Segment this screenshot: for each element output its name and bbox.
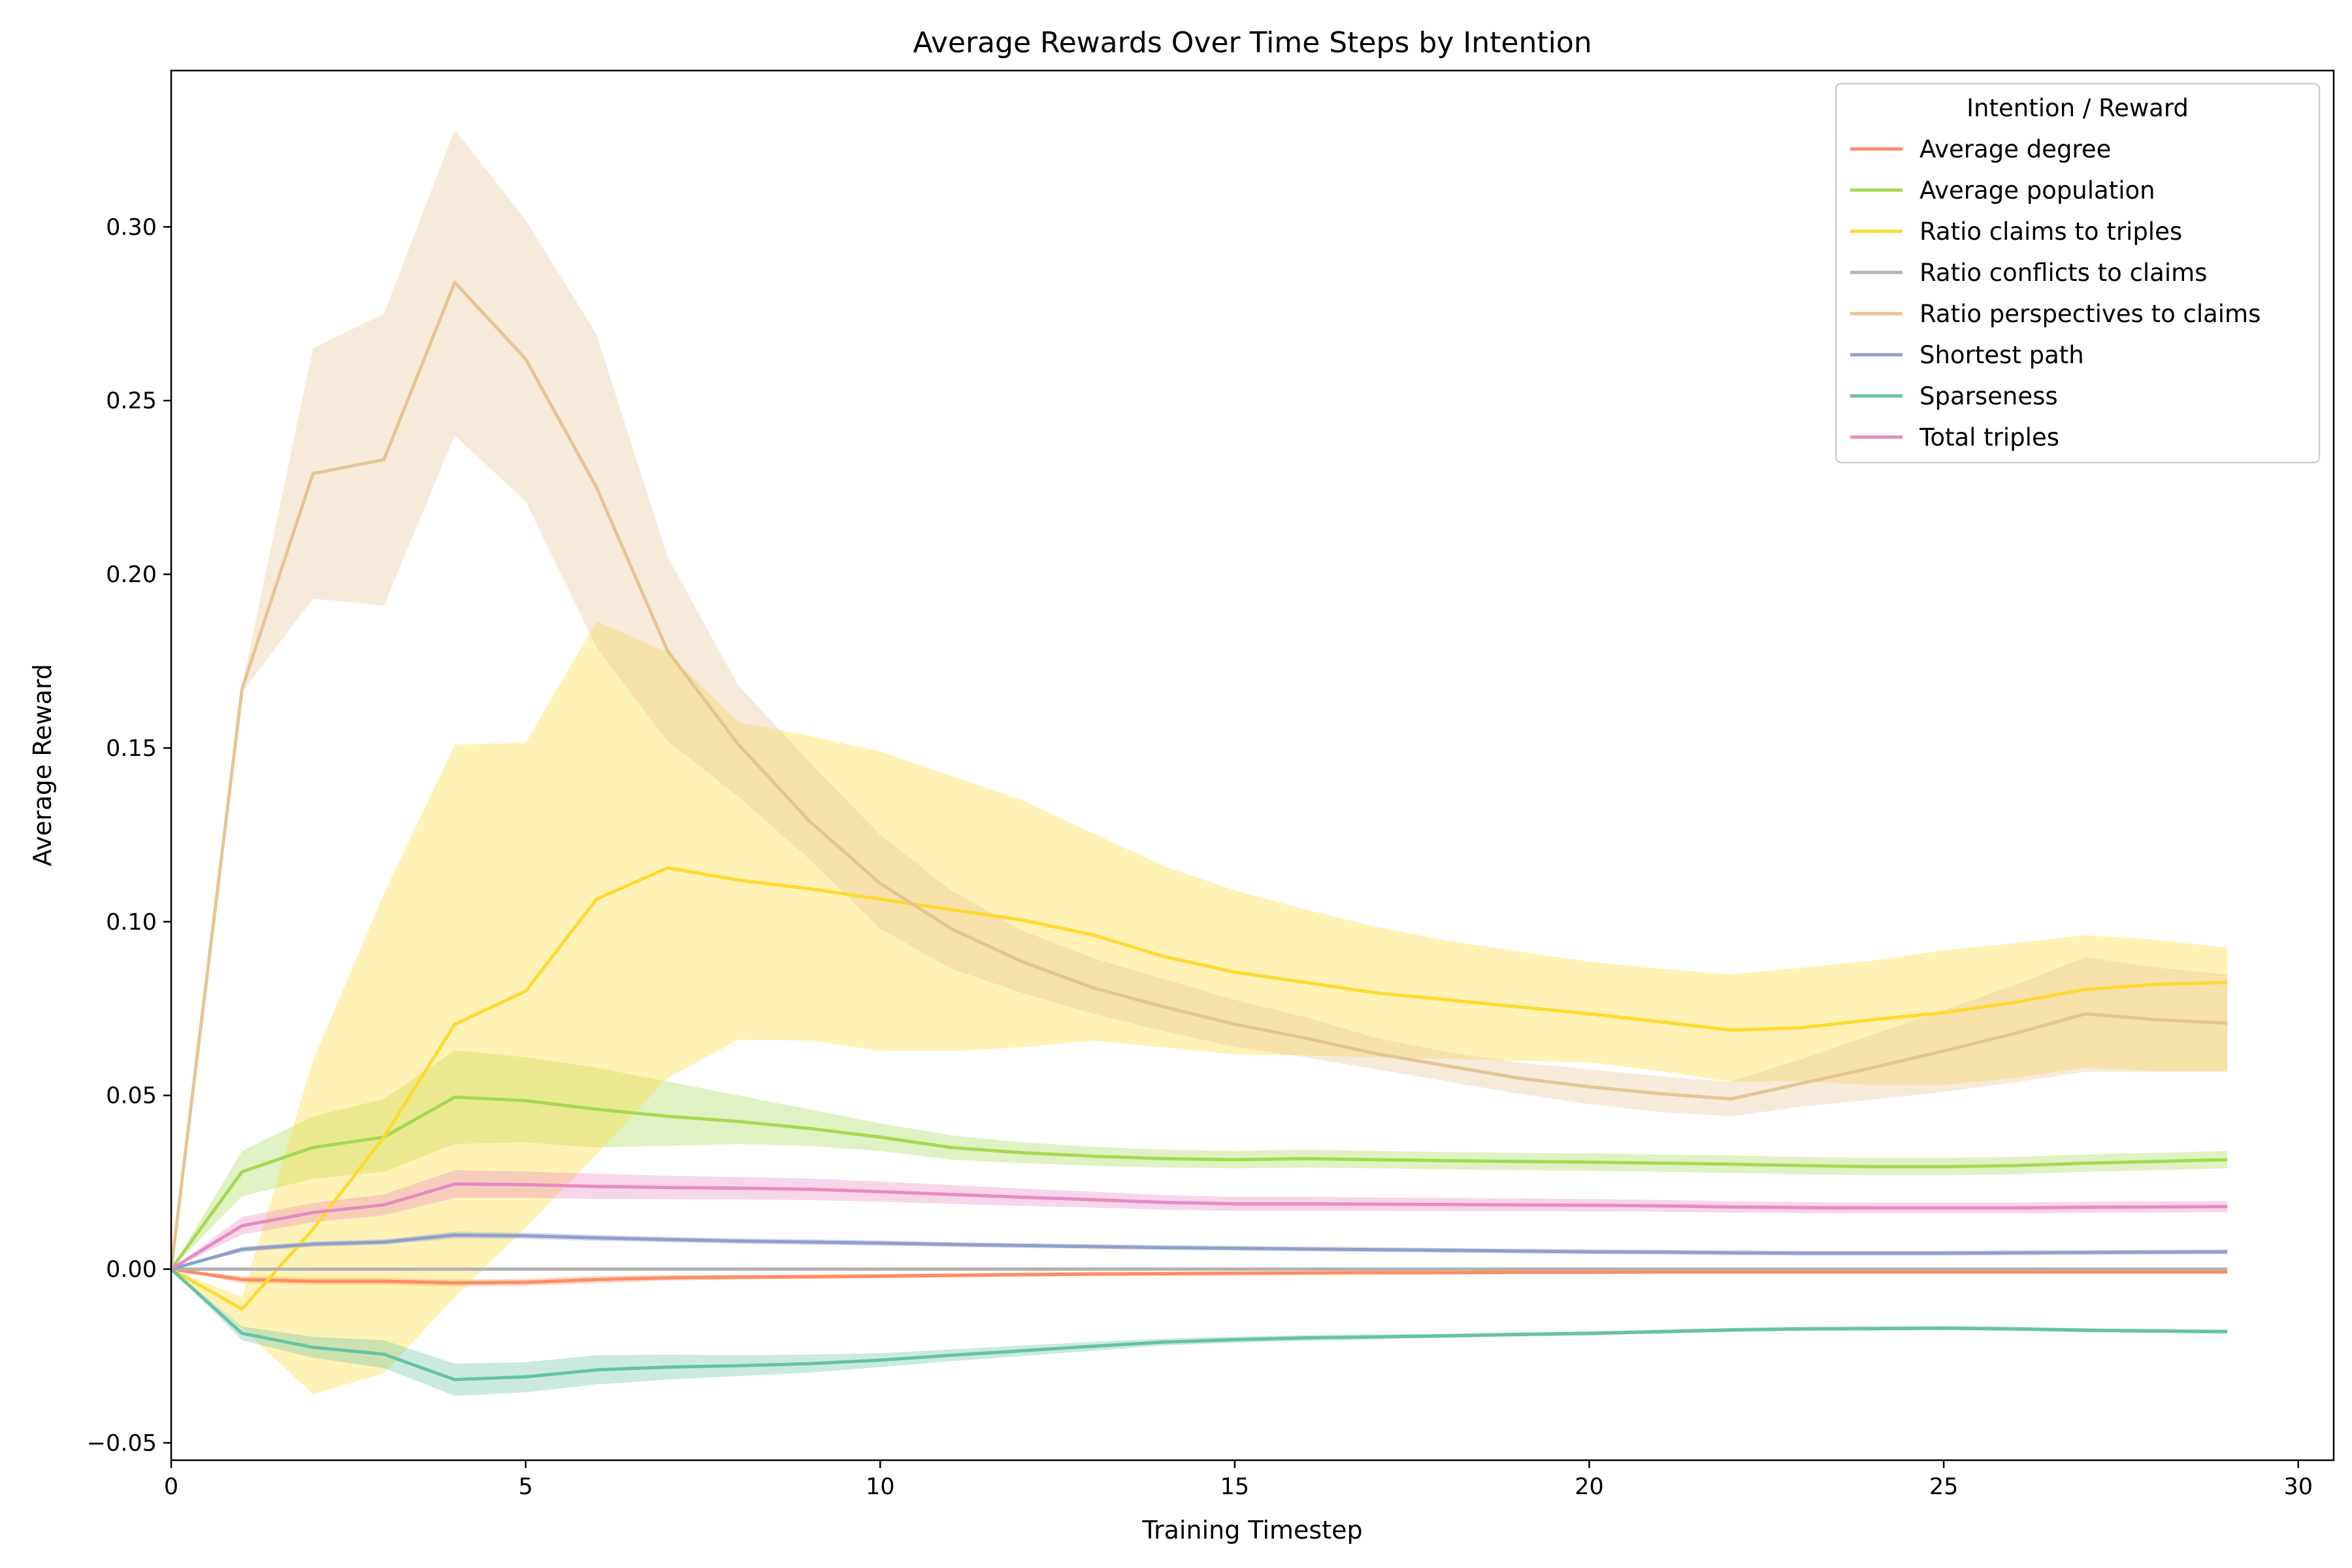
y-tick-label: 0.05: [106, 1083, 157, 1109]
chart-title: Average Rewards Over Time Steps by Inten…: [913, 26, 1592, 59]
x-tick-label: 15: [1220, 1474, 1250, 1500]
x-tick-label: 25: [1929, 1474, 1959, 1500]
legend-label-ratio-perspectives-to-claims: Ratio perspectives to claims: [1919, 300, 2261, 328]
legend: Intention / Reward Average degreeAverage…: [1835, 82, 2321, 464]
y-tick-label: −0.05: [87, 1430, 157, 1456]
legend-label-ratio-claims-to-triples: Ratio claims to triples: [1919, 218, 2182, 246]
series-line-ratio-perspectives-to-claims: [169, 280, 2228, 1269]
x-tick-label: 0: [164, 1474, 178, 1500]
band-ratio-claims-to-triples: [171, 621, 2228, 1394]
legend-items: Average degree Average population Ratio cl…: [1850, 135, 2261, 451]
x-tick-label: 5: [518, 1474, 532, 1500]
y-tick-label: 0.15: [106, 736, 157, 762]
series-line-average-degree: [171, 1267, 2228, 1285]
legend-label-average-population: Average population: [1919, 176, 2155, 204]
x-tick-label: 10: [866, 1474, 895, 1500]
series-line-total-triples: [170, 1182, 2228, 1271]
band-total-triples: [171, 1170, 2228, 1269]
series-line-shortest-path: [171, 1233, 2228, 1271]
y-tick-label: 0.30: [106, 214, 157, 240]
legend-box: [1835, 82, 2321, 464]
y-tick-label: 0.00: [106, 1257, 157, 1283]
series-lines: [169, 280, 2228, 1382]
legend-label-shortest-path: Shortest path: [1919, 341, 2084, 369]
y-axis-label: Average Reward: [28, 664, 57, 866]
plot-frame: [170, 69, 2335, 1462]
y-tick-label: 0.10: [106, 909, 157, 936]
x-tick-label: 30: [2283, 1474, 2313, 1500]
legend-label-total-triples: Total triples: [1919, 423, 2059, 451]
y-axis: −0.05 0.00 0.05 0.10 0.15 0.20 0.25 0.30: [87, 214, 171, 1456]
legend-label-average-degree: Average degree: [1919, 135, 2111, 163]
series-line-ratio-claims-to-triples: [170, 866, 2228, 1311]
y-tick-label: 0.25: [106, 388, 157, 414]
series-line-average-population: [169, 1095, 2228, 1270]
x-axis-label: Training Timestep: [1141, 1516, 1362, 1544]
series-line-sparseness: [170, 1267, 2228, 1382]
y-tick-label: 0.20: [106, 562, 157, 588]
legend-label-ratio-conflicts-to-claims: Ratio conflicts to claims: [1919, 259, 2207, 287]
legend-title: Intention / Reward: [1967, 94, 2189, 122]
band-sparseness: [171, 1269, 2228, 1396]
x-axis: 0 5 10 15 20 25 30: [164, 1460, 2313, 1500]
legend-label-sparseness: Sparseness: [1919, 382, 2058, 410]
x-tick-label: 20: [1575, 1474, 1604, 1500]
